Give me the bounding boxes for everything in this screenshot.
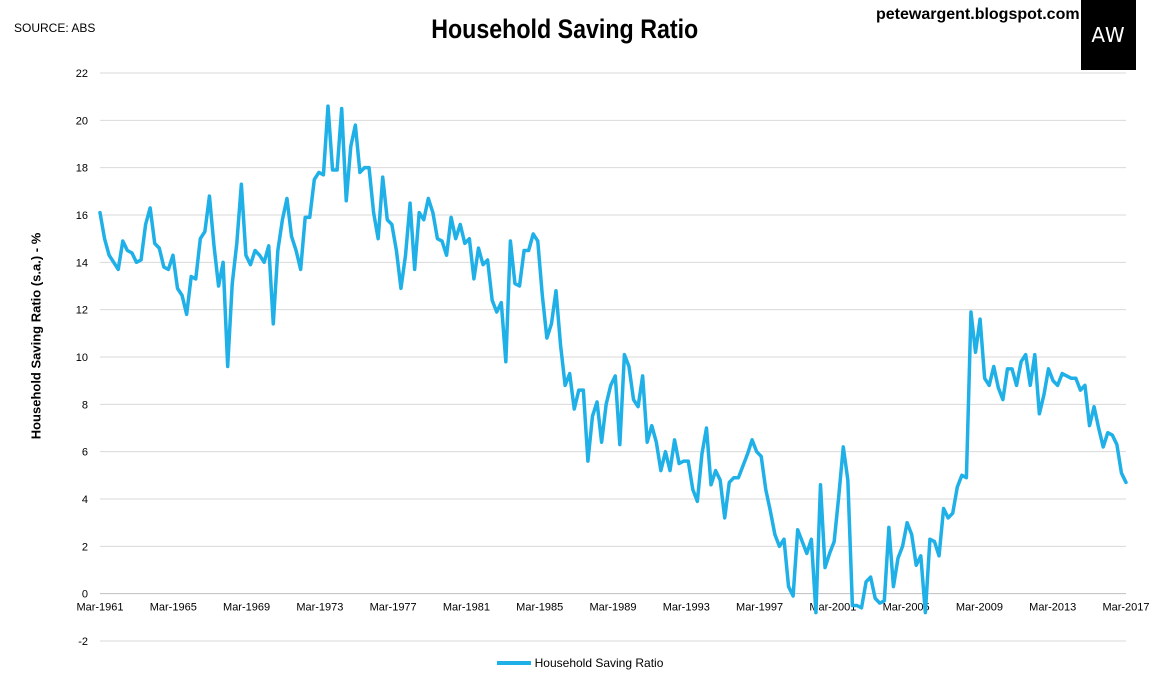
- y-tick-label: 12: [76, 305, 88, 317]
- x-tick-label: Mar-1997: [736, 602, 783, 614]
- x-tick-label: Mar-2005: [883, 602, 930, 614]
- x-tick-label: Mar-1985: [516, 602, 563, 614]
- x-tick-label: Mar-1961: [76, 602, 123, 614]
- x-tick-label: Mar-1973: [296, 602, 343, 614]
- y-tick-label: 14: [76, 257, 88, 269]
- x-tick-label: Mar-2001: [809, 602, 856, 614]
- y-tick-label: 2: [82, 541, 88, 553]
- y-tick-label: 6: [82, 447, 88, 459]
- x-tick-label: Mar-1969: [223, 602, 270, 614]
- logo-text: AW: [1091, 23, 1126, 47]
- y-tick-label: 22: [76, 68, 88, 80]
- source-note: SOURCE: ABS: [14, 21, 96, 35]
- y-tick-label: 0: [82, 589, 88, 601]
- y-tick-label: 4: [82, 494, 88, 506]
- blog-url: petewargent.blogspot.com: [876, 6, 1080, 23]
- x-tick-label: Mar-2009: [956, 602, 1003, 614]
- x-tick-label: Mar-1977: [370, 602, 417, 614]
- legend-label: Household Saving Ratio: [534, 656, 664, 670]
- y-tick-label: -2: [78, 636, 88, 648]
- x-tick-label: Mar-2013: [1029, 602, 1076, 614]
- x-tick-label: Mar-1965: [150, 602, 197, 614]
- x-tick-label: Mar-2017: [1102, 602, 1149, 614]
- chart-title: Household Saving Ratio: [431, 14, 699, 44]
- x-tick-label: Mar-1993: [663, 602, 710, 614]
- legend: Household Saving Ratio: [0, 656, 1160, 670]
- y-tick-label: 16: [76, 210, 88, 222]
- aw-logo: AW: [1081, 0, 1136, 70]
- y-tick-label: 10: [76, 352, 88, 364]
- x-tick-label: Mar-1989: [589, 602, 636, 614]
- y-tick-label: 20: [76, 115, 88, 127]
- series-line: [98, 104, 1128, 615]
- x-tick-label: Mar-1981: [443, 602, 490, 614]
- y-tick-label: 18: [76, 163, 88, 175]
- y-tick-label: 8: [82, 399, 88, 411]
- legend-swatch: [496, 661, 531, 665]
